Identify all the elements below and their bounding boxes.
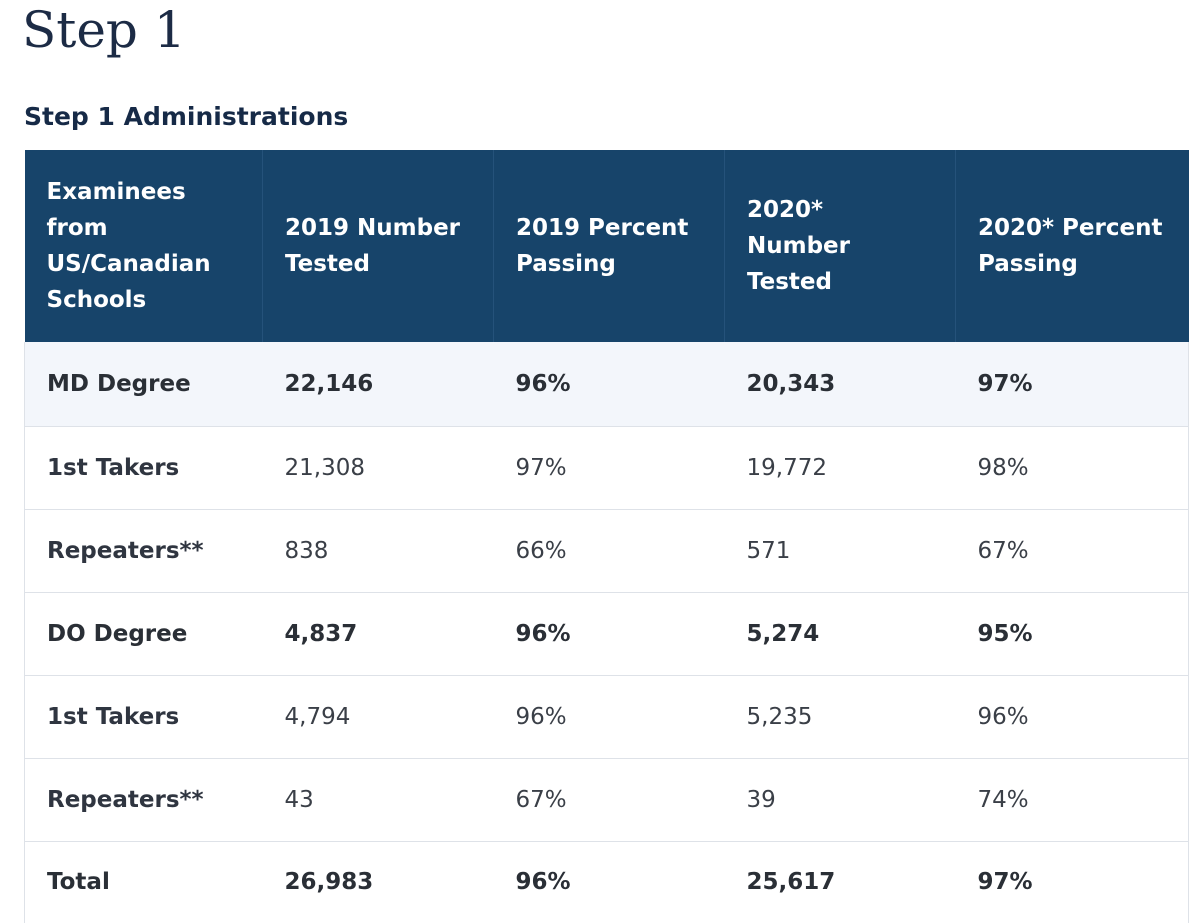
row-label: MD Degree [24, 342, 263, 427]
cell-2019-number-tested: 43 [262, 758, 494, 842]
table-row-md-degree: MD Degree 22,146 96% 20,343 97% [24, 342, 1189, 427]
section-title: Step 1 Administrations [24, 102, 349, 131]
cell-2020-number-tested: 39 [724, 758, 956, 842]
row-label: 1st Takers [24, 426, 263, 510]
table-row-md-repeaters: Repeaters** 838 66% 571 67% [24, 509, 1189, 593]
table-row-do-1st-takers: 1st Takers 4,794 96% 5,235 96% [24, 675, 1189, 759]
cell-2019-percent-passing: 66% [493, 509, 725, 593]
header-examinees: Examinees from US/Canadian Schools [24, 150, 263, 342]
step1-administrations-table: Examinees from US/Canadian Schools 2019 … [24, 150, 1189, 923]
cell-2020-percent-passing: 67% [955, 509, 1189, 593]
row-label: 1st Takers [24, 675, 263, 759]
cell-2020-percent-passing: 98% [955, 426, 1189, 510]
row-label: Repeaters** [24, 509, 263, 593]
page-title: Step 1 [22, 1, 186, 59]
cell-2019-number-tested: 4,794 [262, 675, 494, 759]
cell-2019-number-tested: 21,308 [262, 426, 494, 510]
row-label: Repeaters** [24, 758, 263, 842]
header-2019-percent-passing: 2019 Percent Passing [493, 150, 725, 342]
table-row-total: Total 26,983 96% 25,617 97% [24, 841, 1189, 923]
cell-2019-percent-passing: 97% [493, 426, 725, 510]
cell-2020-percent-passing: 95% [955, 592, 1189, 676]
cell-2019-number-tested: 22,146 [262, 342, 494, 427]
table-row-do-degree: DO Degree 4,837 96% 5,274 95% [24, 592, 1189, 676]
cell-2020-number-tested: 5,274 [724, 592, 956, 676]
cell-2019-percent-passing: 96% [493, 592, 725, 676]
cell-2020-percent-passing: 97% [955, 841, 1189, 923]
header-2020-percent-passing: 2020* Percent Passing [955, 150, 1189, 342]
table-header: Examinees from US/Canadian Schools 2019 … [24, 150, 1189, 342]
header-2019-number-tested: 2019 Number Tested [262, 150, 494, 342]
cell-2019-percent-passing: 67% [493, 758, 725, 842]
cell-2020-percent-passing: 74% [955, 758, 1189, 842]
row-label: Total [24, 841, 263, 923]
cell-2020-number-tested: 20,343 [724, 342, 956, 427]
cell-2019-number-tested: 26,983 [284, 869, 374, 896]
table-row-do-repeaters: Repeaters** 43 67% 39 74% [24, 758, 1189, 842]
header-row: Examinees from US/Canadian Schools 2019 … [24, 150, 1189, 342]
cell-2020-percent-passing: 96% [955, 675, 1189, 759]
cell-2019-number-tested: 4,837 [262, 592, 494, 676]
header-2020-number-tested: 2020* Number Tested [724, 150, 956, 342]
cell-2020-number-tested: 25,617 [746, 869, 836, 896]
cell-2020-number-tested: 571 [724, 509, 956, 593]
cell-2019-percent-passing: 96% [493, 675, 725, 759]
row-label: DO Degree [24, 592, 263, 676]
cell-2019-percent-passing: 96% [493, 342, 725, 427]
cell-2019-percent-passing: 96% [515, 869, 571, 896]
cell-2020-percent-passing: 97% [955, 342, 1189, 427]
table-body: MD Degree 22,146 96% 20,343 97% 1st Take… [24, 342, 1189, 923]
cell-2020-number-tested: 5,235 [724, 675, 956, 759]
cell-2020-number-tested: 19,772 [724, 426, 956, 510]
table-row-md-1st-takers: 1st Takers 21,308 97% 19,772 98% [24, 426, 1189, 510]
cell-2019-number-tested: 838 [262, 509, 494, 593]
